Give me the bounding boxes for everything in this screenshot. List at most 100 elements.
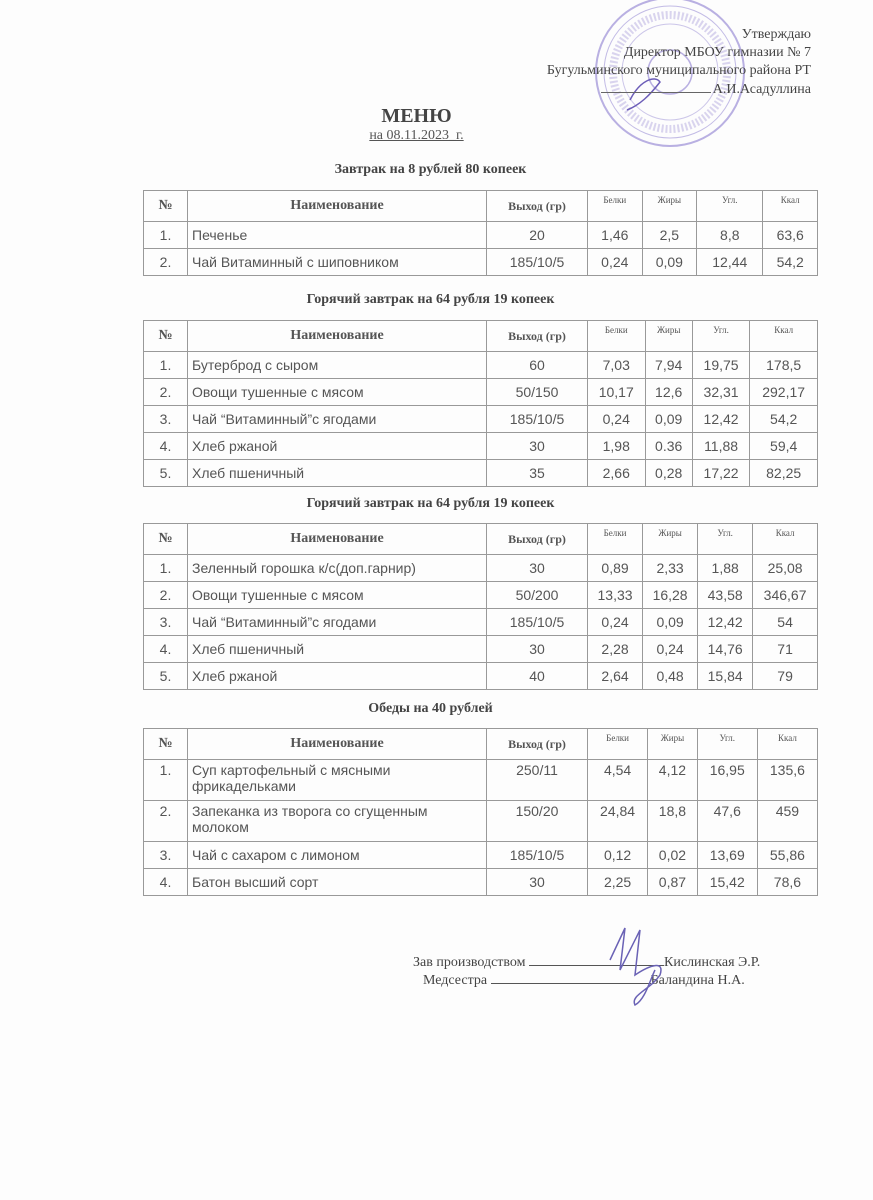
item-protein: 1,46 bbox=[587, 221, 643, 249]
menu-table: № Наименование Выход (гр) Белки Жиры Угл. Ккал… bbox=[143, 190, 818, 276]
table-row: 2. Овощи тушенные с мясом 50/200 13,33 16,28… bbox=[143, 581, 818, 609]
item-carb: 12,44 bbox=[696, 248, 764, 276]
item-protein: 0,24 bbox=[587, 248, 643, 276]
table-row: 3. Чай с сахаром с лимоном 185/10/5 0,12 0,0… bbox=[143, 841, 819, 869]
item-fat: 16,28 bbox=[642, 581, 699, 609]
table-row: 4. Хлеб ржаной 30 1,98 0.36 11,88 59,4 bbox=[143, 432, 818, 460]
table-row: 2. Запеканка из творога со сгущенным моло… bbox=[143, 800, 819, 842]
item-number: 4. bbox=[143, 868, 188, 896]
approval-line-1: Утверждаю bbox=[741, 27, 811, 42]
item-yield: 185/10/5 bbox=[486, 608, 588, 636]
item-fat: 18,8 bbox=[647, 800, 698, 842]
item-name: Печенье bbox=[187, 221, 487, 249]
menu-date: на 08.11.2023_г. bbox=[369, 128, 464, 143]
item-carb: 47,6 bbox=[696, 800, 758, 842]
item-kcal: 63,6 bbox=[762, 221, 818, 249]
table-row: 2. Чай Витаминный с шиповником 185/10/5 0,2… bbox=[143, 248, 818, 276]
item-carb: 8,8 bbox=[696, 221, 764, 249]
item-kcal: 54,2 bbox=[762, 248, 818, 276]
header-carb: Угл. bbox=[691, 320, 751, 352]
item-name: Суп картофельный с мясными фрикадельками bbox=[187, 759, 487, 801]
item-kcal: 55,86 bbox=[756, 841, 819, 869]
header-no: № bbox=[143, 320, 188, 352]
item-fat: 0,02 bbox=[647, 841, 698, 869]
item-carb: 43,58 bbox=[697, 581, 754, 609]
signature-row-2: Медсестра Баландина Н.А. bbox=[423, 973, 745, 989]
table-header: № Наименование Выход (гр) Белки Жиры Угл. Ккал bbox=[143, 728, 819, 760]
item-yield: 30 bbox=[486, 432, 588, 460]
item-yield: 60 bbox=[486, 351, 588, 379]
page-title: МЕНЮ bbox=[381, 105, 452, 127]
header-protein: Белки bbox=[586, 728, 649, 760]
header-carb: Угл. bbox=[696, 190, 764, 222]
header-yield: Выход (гр) bbox=[486, 320, 588, 352]
item-name: Чай “Витаминный”с ягодами bbox=[187, 608, 487, 636]
header-kcal: Ккал bbox=[749, 320, 818, 352]
item-name: Овощи тушенные с мясом bbox=[187, 581, 487, 609]
header-protein: Белки bbox=[587, 320, 646, 352]
signature-name: Баландина Н.А. bbox=[650, 973, 745, 988]
item-carb: 14,76 bbox=[697, 635, 754, 663]
table-header: № Наименование Выход (гр) Белки Жиры Угл. Ккал bbox=[143, 523, 818, 555]
item-kcal: 346,67 bbox=[752, 581, 818, 609]
item-kcal: 54,2 bbox=[749, 405, 818, 433]
item-carb: 32,31 bbox=[691, 378, 751, 406]
item-protein: 4,54 bbox=[586, 759, 649, 801]
header-yield: Выход (гр) bbox=[486, 190, 588, 222]
item-name: Овощи тушенные с мясом bbox=[187, 378, 487, 406]
approval-line-4: А.И.Асадуллина bbox=[600, 82, 811, 98]
item-yield: 30 bbox=[486, 554, 588, 582]
item-protein: 1,98 bbox=[587, 432, 646, 460]
header-name: Наименование bbox=[187, 190, 487, 222]
item-number: 2. bbox=[143, 581, 188, 609]
table-row: 1. Зеленный горошка к/с(доп.гарнир) 30 0,89… bbox=[143, 554, 818, 582]
item-kcal: 135,6 bbox=[756, 759, 819, 801]
header-yield: Выход (гр) bbox=[486, 523, 588, 555]
signature-row-1: Зав производством Кислинская Э.Р. bbox=[413, 955, 760, 971]
table-row: 4. Батон высший сорт 30 2,25 0,87 15,42 78,6 bbox=[143, 868, 819, 896]
table-header: № Наименование Выход (гр) Белки Жиры Угл. Ккал bbox=[143, 190, 818, 222]
item-fat: 7,94 bbox=[644, 351, 693, 379]
menu-table: № Наименование Выход (гр) Белки Жиры Угл. Ккал… bbox=[143, 728, 819, 896]
item-kcal: 59,4 bbox=[749, 432, 818, 460]
item-fat: 0,09 bbox=[642, 608, 699, 636]
table-row: 3. Чай “Витаминный”с ягодами 185/10/5 0,24 0… bbox=[143, 608, 818, 636]
item-yield: 250/11 bbox=[486, 759, 588, 801]
approval-line-2: Директор МБОУ гимназии № 7 bbox=[623, 45, 811, 60]
item-name: Чай “Витаминный”с ягодами bbox=[187, 405, 487, 433]
item-carb: 12,42 bbox=[691, 405, 751, 433]
item-number: 4. bbox=[143, 635, 188, 663]
item-protein: 2,28 bbox=[586, 635, 644, 663]
item-name: Батон высший сорт bbox=[187, 868, 487, 896]
header-fat: Жиры bbox=[647, 728, 698, 760]
header-protein: Белки bbox=[586, 523, 644, 555]
item-name: Хлеб пшеничный bbox=[187, 459, 487, 487]
header-kcal: Ккал bbox=[756, 728, 819, 760]
handwritten-signature bbox=[609, 927, 662, 1007]
item-fat: 0,24 bbox=[642, 635, 699, 663]
header-kcal: Ккал bbox=[752, 523, 818, 555]
table-row: 2. Овощи тушенные с мясом 50/150 10,17 12,6 3… bbox=[143, 378, 818, 406]
item-kcal: 292,17 bbox=[749, 378, 818, 406]
item-protein: 0,24 bbox=[586, 608, 644, 636]
item-carb: 15,42 bbox=[696, 868, 758, 896]
item-yield: 50/150 bbox=[486, 378, 588, 406]
table-row: 1. Печенье 20 1,46 2,5 8,8 63,6 bbox=[143, 221, 818, 249]
item-fat: 0,28 bbox=[644, 459, 693, 487]
item-carb: 17,22 bbox=[691, 459, 751, 487]
item-protein: 2,66 bbox=[587, 459, 646, 487]
item-yield: 185/10/5 bbox=[486, 405, 588, 433]
item-kcal: 82,25 bbox=[749, 459, 818, 487]
item-name: Чай с сахаром с лимоном bbox=[187, 841, 487, 869]
item-carb: 15,84 bbox=[697, 662, 754, 690]
item-protein: 0,24 bbox=[587, 405, 646, 433]
item-number: 2. bbox=[143, 800, 188, 842]
item-kcal: 25,08 bbox=[752, 554, 818, 582]
item-yield: 20 bbox=[486, 221, 588, 249]
item-number: 4. bbox=[143, 432, 188, 460]
item-carb: 11,88 bbox=[691, 432, 751, 460]
header-fat: Жиры bbox=[644, 320, 693, 352]
item-yield: 185/10/5 bbox=[486, 841, 588, 869]
table-row: 5. Хлеб ржаной 40 2,64 0,48 15,84 79 bbox=[143, 662, 818, 690]
